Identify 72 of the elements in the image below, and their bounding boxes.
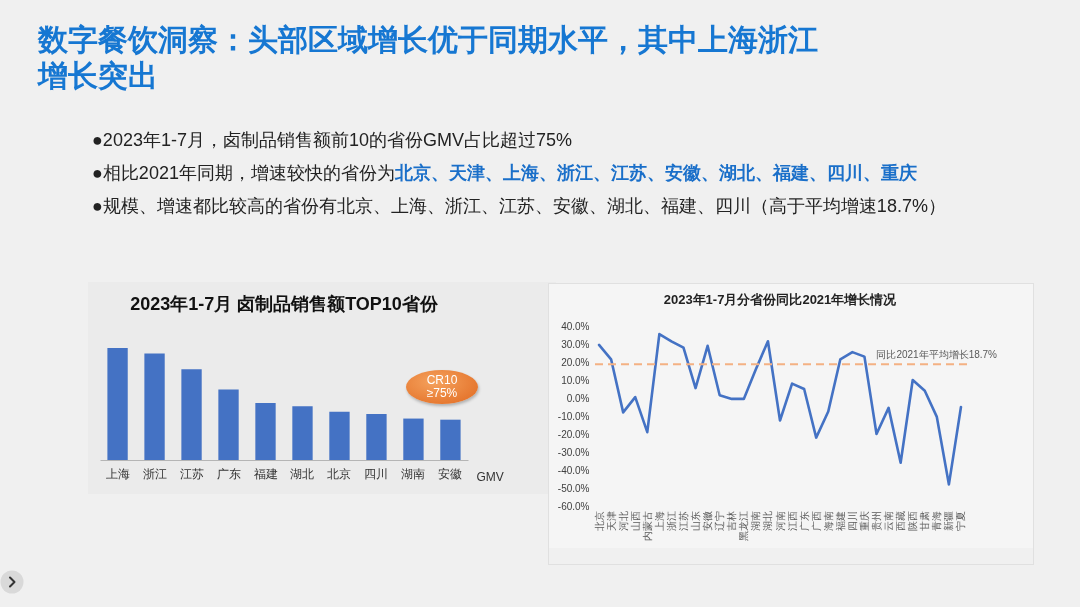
y-tick-label: 40.0% — [561, 320, 590, 332]
y-tick-label: 10.0% — [561, 374, 590, 386]
x-tick-label: 湖北 — [290, 466, 315, 481]
bar — [366, 414, 387, 460]
y-tick-label: -20.0% — [557, 428, 590, 440]
x-tick-label: 安徽 — [702, 510, 714, 531]
x-tick-label: 北京 — [593, 510, 605, 531]
y-tick-label: 0.0% — [566, 392, 590, 404]
x-tick-label: 北京 — [327, 466, 352, 481]
x-axis-title: GMV — [476, 469, 504, 484]
chart-title: 2023年1-7月 卤制品销售额TOP10省份 — [130, 294, 439, 314]
x-tick-label: 浙江 — [142, 466, 167, 481]
x-tick-label: 福建 — [253, 466, 278, 481]
x-tick-label: 江西 — [786, 510, 798, 531]
x-tick-label: 海南 — [822, 510, 834, 531]
x-tick-label: 江苏 — [677, 510, 689, 531]
x-tick-label: 安徽 — [438, 466, 463, 481]
text: 数字餐饮洞察：头部区域增长优于同期水平，其中上海浙江增长突出 — [38, 22, 819, 94]
x-tick-label: 河南 — [774, 510, 786, 531]
x-tick-label: 青海 — [931, 510, 943, 531]
x-tick-label: 甘肃 — [919, 510, 931, 531]
x-tick-label: 湖南 — [750, 510, 762, 531]
x-tick-label: 内蒙古 — [641, 510, 653, 541]
bar — [107, 348, 128, 460]
x-tick-label: 河北 — [617, 510, 629, 531]
x-tick-label: 贵州 — [871, 510, 883, 531]
x-tick-label: 四川 — [846, 510, 858, 531]
text: ●2023年1-7月，卤制品销售额前10的省份GMV占比超过75% — [92, 130, 572, 150]
ref-line-label: 同比2021年平均增长18.7% — [876, 349, 998, 361]
bar — [292, 406, 313, 460]
x-tick-label: 黑龙江 — [738, 510, 750, 541]
y-tick-label: -40.0% — [557, 464, 590, 476]
bar — [255, 402, 276, 460]
x-tick-label: 新疆 — [943, 510, 955, 531]
x-tick-label: 宁夏 — [955, 510, 967, 531]
bar — [329, 411, 350, 460]
x-tick-label: 山东 — [690, 510, 702, 531]
y-tick-label: -60.0% — [557, 500, 590, 512]
x-tick-label: 福建 — [834, 510, 846, 531]
y-tick-label: -10.0% — [557, 410, 590, 422]
bar — [144, 353, 165, 460]
x-tick-label: 四川 — [364, 466, 389, 481]
y-tick-label: -50.0% — [557, 482, 590, 494]
x-tick-label: 辽宁 — [714, 510, 726, 531]
x-tick-label: 重庆 — [858, 510, 870, 531]
x-tick-label: 广东 — [798, 510, 810, 531]
x-tick-label: 山西 — [629, 510, 641, 531]
x-tick-label: 湖南 — [401, 466, 426, 481]
chart-title: 2023年1-7月分省份同比2021年增长情况 — [663, 292, 898, 307]
x-tick-label: 广东 — [216, 466, 241, 481]
text: 北京、天津、上海、浙江、江苏、安徽、湖北、福建、四川、重庆 — [394, 163, 917, 183]
y-tick-label: 20.0% — [561, 356, 590, 368]
bar — [440, 419, 461, 460]
y-tick-label: 30.0% — [561, 338, 590, 350]
x-tick-label: 西藏 — [895, 510, 907, 531]
x-tick-label: 上海 — [653, 510, 665, 531]
x-tick-label: 云南 — [883, 510, 895, 531]
annotation: CR10 ≥75% — [425, 373, 459, 400]
x-tick-label: 天津 — [605, 510, 617, 531]
bar — [403, 418, 424, 460]
bar — [218, 389, 239, 460]
x-tick-label: 陕西 — [907, 510, 919, 531]
y-tick-label: -30.0% — [557, 446, 590, 458]
bar — [181, 369, 202, 460]
x-tick-label: 广西 — [810, 510, 822, 531]
x-tick-label: 江苏 — [179, 466, 204, 481]
x-tick-label: 吉林 — [726, 510, 738, 531]
x-tick-label: 浙江 — [665, 510, 677, 531]
text: ●规模、增速都比较高的省份有北京、上海、浙江、江苏、安徽、湖北、福建、四川（高于平均增速18.7%） — [92, 196, 946, 216]
text: ●相比2021年同期，增速较快的省份为 — [92, 163, 395, 183]
x-tick-label: 湖北 — [762, 510, 774, 531]
x-tick-label: 上海 — [105, 466, 130, 481]
